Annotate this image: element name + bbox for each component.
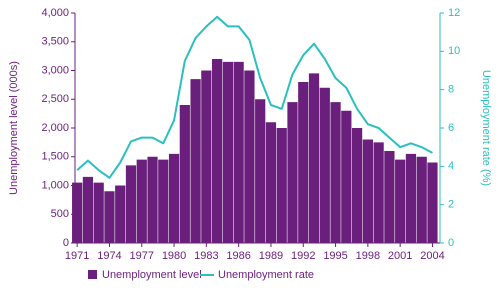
y2-tick-label: 6 <box>448 122 454 134</box>
y2-tick-label: 4 <box>448 160 454 172</box>
bar <box>168 153 180 243</box>
y2-tick-label: 2 <box>448 199 454 211</box>
legend-label: Unemployment rate <box>218 269 314 281</box>
bar <box>416 156 427 243</box>
bar <box>255 99 266 243</box>
x-tick-label: 1986 <box>226 250 250 262</box>
bar <box>93 182 104 243</box>
x-tick-label: 1989 <box>259 250 283 262</box>
bar <box>308 73 320 243</box>
y2-tick-label: 8 <box>448 84 454 96</box>
y2-tick-label: 0 <box>448 237 454 249</box>
bar <box>222 61 234 243</box>
bar <box>395 159 406 243</box>
x-tick-label: 1995 <box>323 250 347 262</box>
y-tick-label: 2,500 <box>41 93 69 105</box>
y-tick-label: 0 <box>63 237 69 249</box>
x-tick-label: 1992 <box>291 250 315 262</box>
legend-swatch <box>88 270 97 279</box>
x-tick-label: 1971 <box>65 250 89 262</box>
bar <box>276 128 287 243</box>
bar <box>287 102 298 243</box>
x-tick-label: 1980 <box>162 250 186 262</box>
bar <box>136 159 147 243</box>
x-tick-label: 2004 <box>420 250 444 262</box>
bar <box>179 105 190 243</box>
bar <box>125 165 137 243</box>
y-tick-label: 3,000 <box>41 64 69 76</box>
bar <box>319 87 330 243</box>
bar <box>147 156 158 243</box>
bar <box>384 151 395 243</box>
y-tick-label: 3,500 <box>41 36 69 48</box>
bar <box>373 142 384 243</box>
rate-line <box>76 15 433 179</box>
x-tick-label: 1998 <box>356 250 380 262</box>
bar <box>265 122 277 243</box>
bar <box>190 79 201 243</box>
bar <box>351 128 363 243</box>
y2-axis-title: Unemployment rate (%) <box>480 70 492 186</box>
y-tick-label: 500 <box>51 208 69 220</box>
bar <box>212 59 223 243</box>
bar <box>330 102 341 243</box>
bar <box>72 182 83 243</box>
y-axis-title: Unemployment level (000s) <box>8 61 20 195</box>
x-tick-label: 2001 <box>388 250 412 262</box>
bar <box>427 162 438 243</box>
x-tick-label: 1977 <box>130 250 154 262</box>
bar <box>82 176 94 243</box>
bar <box>115 185 126 243</box>
y-tick-label: 4,000 <box>41 7 69 19</box>
y-tick-label: 1,000 <box>41 179 69 191</box>
x-tick-label: 1983 <box>194 250 218 262</box>
y-tick-label: 2,000 <box>41 122 69 134</box>
bar <box>104 191 115 243</box>
legend-label: Unemployment level <box>102 269 202 281</box>
bar <box>201 70 212 243</box>
bar <box>158 159 169 243</box>
bar <box>362 139 373 243</box>
y2-tick-label: 12 <box>448 7 460 19</box>
y-tick-label: 1,500 <box>41 151 69 163</box>
bar <box>298 82 309 243</box>
y2-tick-label: 10 <box>448 45 460 57</box>
bar <box>233 61 244 243</box>
bar <box>405 153 417 243</box>
x-tick-label: 1974 <box>97 250 121 262</box>
bar <box>244 70 255 243</box>
bar <box>341 110 352 243</box>
